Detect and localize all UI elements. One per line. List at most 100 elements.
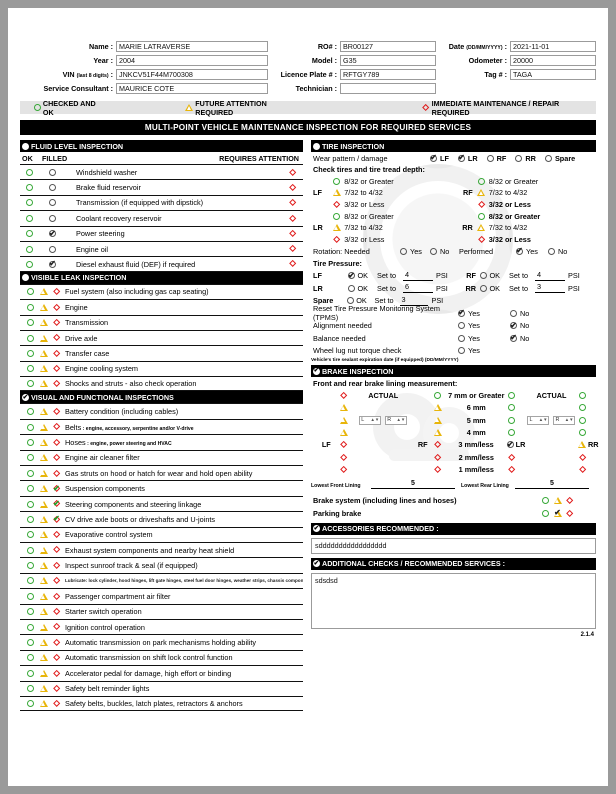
circle-ok-icon[interactable] bbox=[578, 404, 587, 412]
brake-rear-left-mark[interactable] bbox=[507, 429, 525, 437]
circle-ok-icon[interactable] bbox=[24, 654, 37, 662]
field-licence-plate-input[interactable]: RFTGY789 bbox=[340, 68, 436, 80]
circle-filled-icon[interactable]: ✔ bbox=[49, 259, 56, 269]
rotation-performed-no[interactable]: No bbox=[547, 247, 567, 256]
brake-rear-right-mark[interactable] bbox=[578, 416, 596, 424]
diamond-alert-icon[interactable] bbox=[433, 465, 442, 474]
pressure-value-rr[interactable]: 3 bbox=[535, 282, 565, 294]
circle-ok-icon[interactable]: ✔ bbox=[506, 439, 514, 449]
triangle-warning-icon[interactable] bbox=[433, 416, 442, 424]
diamond-alert-icon[interactable] bbox=[332, 200, 341, 209]
triangle-warning-icon[interactable] bbox=[37, 592, 50, 600]
circle-ok-icon[interactable] bbox=[507, 416, 516, 424]
diamond-alert-icon[interactable] bbox=[50, 669, 63, 678]
diamond-alert-icon[interactable] bbox=[50, 303, 63, 312]
circle-ok-icon[interactable] bbox=[477, 177, 486, 185]
check-yes-option[interactable]: Yes bbox=[457, 334, 509, 343]
brake-spinner-left-rear[interactable]: L ▲▼ bbox=[527, 415, 550, 425]
diamond-alert-icon[interactable] bbox=[288, 260, 297, 268]
check-yes-option[interactable]: Yes bbox=[457, 346, 509, 355]
diamond-alert-icon[interactable] bbox=[50, 379, 63, 388]
circle-ok-icon[interactable] bbox=[24, 485, 37, 493]
field-year-input[interactable]: 2004 bbox=[116, 54, 268, 66]
triangle-warning-icon[interactable] bbox=[578, 441, 587, 449]
brake-level-mark[interactable] bbox=[430, 441, 446, 449]
field-vin-input[interactable]: JNKCV51F44M700308 bbox=[116, 68, 268, 80]
triangle-warning-icon[interactable] bbox=[339, 404, 348, 412]
diamond-alert-icon[interactable] bbox=[50, 623, 63, 631]
pressure-ok-rr[interactable]: OK bbox=[479, 284, 509, 293]
pressure-value-lr[interactable]: 6 bbox=[403, 282, 433, 294]
triangle-warning-icon[interactable] bbox=[477, 224, 486, 232]
diamond-alert-icon[interactable] bbox=[565, 509, 574, 518]
diamond-alert-icon[interactable] bbox=[50, 423, 63, 431]
pressure-ok-rf[interactable]: OK bbox=[479, 271, 509, 280]
circle-ok-icon[interactable] bbox=[24, 577, 37, 585]
circle-ok-icon[interactable] bbox=[24, 423, 37, 431]
circle-ok-icon[interactable] bbox=[24, 408, 37, 416]
tread-left-option[interactable]: 8/32 or Greater bbox=[332, 177, 451, 186]
diamond-alert-icon[interactable] bbox=[50, 561, 63, 570]
triangle-warning-icon[interactable] bbox=[37, 303, 50, 311]
field-service-consultant-input[interactable]: MAURICE COTE bbox=[116, 82, 268, 94]
diamond-alert-icon[interactable] bbox=[50, 546, 63, 554]
diamond-alert-icon[interactable] bbox=[288, 229, 297, 238]
diamond-alert-icon[interactable] bbox=[50, 318, 63, 327]
diamond-alert-icon[interactable] bbox=[50, 454, 63, 462]
circle-ok-icon[interactable] bbox=[578, 429, 587, 437]
pressure-ok-lr[interactable]: OK bbox=[347, 284, 377, 293]
circle-ok-icon[interactable] bbox=[25, 168, 34, 176]
tread-left-option[interactable]: 3/32 or Less bbox=[332, 200, 451, 209]
diamond-alert-icon[interactable] bbox=[50, 684, 63, 693]
brake-level-mark[interactable] bbox=[430, 453, 446, 462]
field-name-input[interactable]: MARIE LATRAVERSE bbox=[116, 40, 268, 52]
circle-option-icon[interactable] bbox=[457, 322, 466, 330]
circle-option-icon[interactable] bbox=[457, 334, 466, 342]
diamond-alert-icon[interactable] bbox=[288, 183, 297, 192]
brake-rear-left-mark[interactable] bbox=[507, 453, 525, 462]
check-yes-option[interactable]: ✔ Yes bbox=[457, 309, 509, 318]
triangle-warning-icon[interactable] bbox=[37, 408, 50, 416]
triangle-warning-icon[interactable] bbox=[37, 654, 50, 662]
diamond-alert-icon[interactable] bbox=[433, 441, 442, 449]
triangle-warning-icon[interactable] bbox=[37, 685, 50, 693]
diamond-alert-icon[interactable]: ✔ bbox=[52, 483, 61, 493]
check-yes-option[interactable]: Yes bbox=[457, 321, 509, 330]
diamond-alert-icon[interactable] bbox=[477, 200, 486, 209]
triangle-warning-icon[interactable] bbox=[37, 669, 50, 677]
diamond-alert-icon[interactable] bbox=[339, 465, 348, 474]
tread-right-option[interactable]: 8/32 or Greater bbox=[477, 177, 596, 186]
check-no-option[interactable]: ✔ No bbox=[509, 321, 561, 330]
circle-ok-icon[interactable] bbox=[507, 404, 516, 412]
circle-ok-icon[interactable] bbox=[24, 349, 37, 357]
triangle-warning-icon[interactable] bbox=[553, 496, 562, 504]
circle-option-icon[interactable] bbox=[486, 154, 495, 162]
check-no-option[interactable]: ✔ No bbox=[509, 334, 561, 343]
triangle-warning-icon[interactable] bbox=[37, 577, 50, 585]
brake-rear-left-mark[interactable] bbox=[507, 465, 525, 474]
brake-front-left-mark[interactable] bbox=[333, 416, 355, 424]
diamond-alert-icon[interactable] bbox=[339, 391, 348, 400]
tread-right-option[interactable]: 7/32 to 4/32 bbox=[477, 188, 596, 197]
circle-option-icon[interactable]: ✔ bbox=[348, 270, 355, 280]
diamond-alert-icon[interactable] bbox=[288, 214, 297, 223]
circle-option-icon[interactable]: ✔ bbox=[510, 320, 517, 330]
wear-option-lf[interactable]: ✔ LF bbox=[429, 154, 449, 163]
tread-right-option[interactable]: 7/32 to 4/32 bbox=[477, 223, 596, 232]
circle-ok-icon[interactable] bbox=[24, 608, 37, 616]
diamond-alert-icon[interactable] bbox=[50, 577, 63, 585]
circle-option-icon[interactable] bbox=[479, 284, 488, 292]
brake-front-left-mark[interactable] bbox=[333, 429, 355, 437]
triangle-warning-icon[interactable] bbox=[37, 546, 50, 554]
circle-ok-icon[interactable] bbox=[24, 669, 37, 677]
diamond-alert-icon[interactable] bbox=[339, 453, 348, 462]
field-technician-input[interactable] bbox=[340, 82, 436, 94]
triangle-warning-icon[interactable] bbox=[37, 623, 50, 631]
triangle-warning-icon[interactable] bbox=[37, 500, 50, 508]
diamond-alert-icon[interactable] bbox=[50, 530, 63, 539]
diamond-alert-icon[interactable] bbox=[339, 441, 348, 449]
circle-option-icon[interactable]: ✔ bbox=[457, 153, 465, 162]
diamond-alert-icon[interactable] bbox=[507, 465, 516, 474]
circle-ok-icon[interactable] bbox=[332, 177, 341, 185]
circle-option-icon[interactable] bbox=[479, 272, 488, 280]
